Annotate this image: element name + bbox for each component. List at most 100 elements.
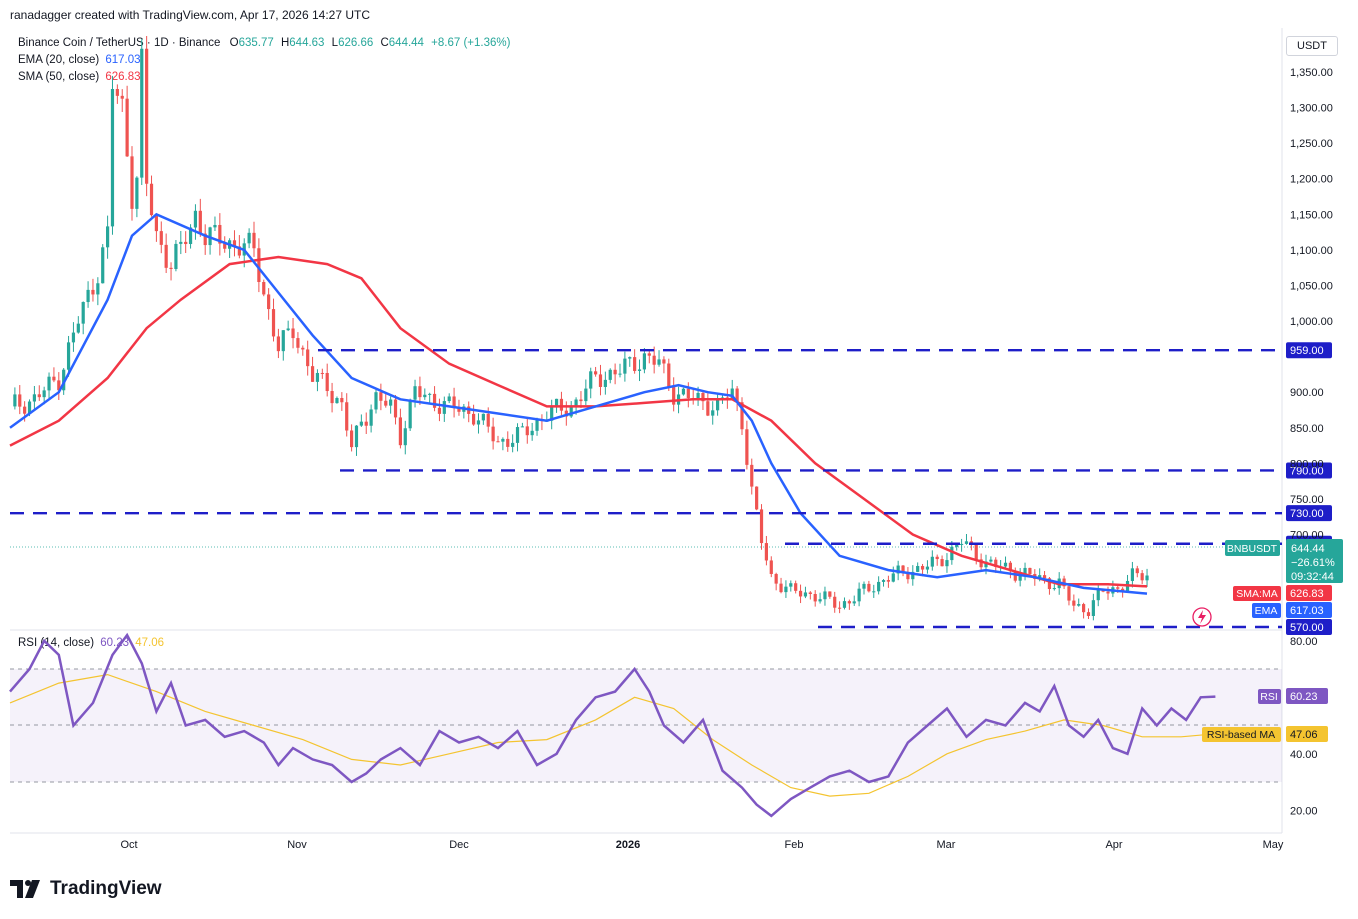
candle-body (1121, 588, 1125, 592)
candle-body (838, 607, 842, 609)
candle-body (974, 543, 978, 560)
candle-body (911, 571, 915, 580)
candle-body (345, 402, 349, 431)
candle-body (789, 583, 793, 587)
candle-body (247, 232, 251, 244)
candle-body (964, 541, 969, 544)
candle-body (872, 591, 876, 593)
currency-selector[interactable]: USDT (1286, 36, 1338, 56)
level-label-570: 570.00 (1290, 622, 1324, 634)
candle-body (618, 373, 622, 375)
candle-body (1135, 568, 1139, 574)
tradingview-logo[interactable]: TradingView (10, 878, 162, 900)
candle-body (501, 438, 505, 442)
candle-body (62, 369, 66, 391)
candle-body (794, 583, 798, 591)
candle-body (286, 328, 290, 331)
rsi-ma-badge-value: 47.06 (1290, 729, 1318, 741)
candle-body (842, 601, 847, 608)
candle-body (984, 561, 988, 568)
candle-body (833, 596, 837, 608)
candle-body (740, 402, 744, 430)
candle-body (198, 210, 202, 234)
candle-body (145, 48, 149, 184)
candle-body (945, 560, 949, 567)
ema-badge-tag: EMA (1255, 605, 1278, 617)
high-label: H (280, 37, 290, 49)
rsi-ma-line (9, 673, 1216, 797)
sma-badge: SMA:MA 626.83 (1233, 585, 1332, 601)
candle-body (589, 371, 593, 389)
candle-body (1018, 574, 1022, 581)
candle-body (633, 357, 637, 371)
candle-body (335, 397, 339, 404)
candle-body (428, 393, 432, 395)
candle-body (1096, 589, 1100, 601)
rsi-tick-label: 80.00 (1290, 636, 1318, 648)
level-badge-570 (1286, 619, 1332, 635)
candle-body (32, 394, 36, 402)
candle-body (23, 406, 27, 414)
ema-badge: EMA 617.03 (1252, 602, 1332, 618)
time-tick-label: Mar (937, 839, 956, 851)
candle-body (559, 398, 564, 411)
rsi-ma-badge: RSI-based MA 47.06 (1202, 726, 1328, 742)
time-tick-label: 2026 (616, 839, 640, 851)
candle-body (374, 392, 378, 410)
rsi-ma-badge-tag: RSI-based MA (1207, 729, 1275, 741)
candle-body (315, 372, 320, 382)
candle-body (389, 399, 393, 406)
alert-icon[interactable] (1192, 607, 1212, 627)
candle-body (1052, 588, 1056, 590)
candle-body (823, 591, 827, 600)
candle-body (764, 543, 768, 561)
candle-body (310, 366, 315, 382)
candle-body (955, 544, 959, 547)
candle-body (86, 289, 90, 303)
candle-body (642, 353, 646, 370)
candle-body (1116, 587, 1120, 589)
time-tick-label: May (1263, 839, 1284, 851)
candle-body (101, 247, 105, 284)
sma-legend-value: 626.83 (105, 71, 141, 83)
candle-body (1067, 586, 1071, 601)
candle-body (13, 394, 17, 407)
candle-body (657, 359, 661, 365)
open-value: 635.77 (238, 37, 274, 49)
change-value: +8.67 (+1.36%) (431, 37, 511, 49)
candle-body (1082, 604, 1086, 613)
candle-body (920, 566, 925, 570)
candle-body (52, 376, 56, 381)
time-tick-label: Oct (120, 839, 137, 851)
candle-body (652, 355, 656, 365)
candle-body (716, 398, 720, 411)
time-tick-label: Feb (785, 839, 804, 851)
low-label: L (331, 37, 339, 49)
candle-body (750, 464, 754, 487)
candle-body (66, 342, 71, 370)
ema-badge-value: 617.03 (1290, 605, 1324, 617)
candle-body (711, 410, 715, 416)
candle-body (437, 407, 442, 414)
candle-body (637, 369, 642, 371)
candle-body (1023, 567, 1027, 575)
candle-body (96, 283, 100, 295)
time-tick-label: Apr (1105, 839, 1122, 851)
candle-body (696, 392, 700, 400)
price-tick-label: 1,350.00 (1290, 67, 1333, 79)
rsi-legend: RSI (14, close) 60.23 47.06 (18, 637, 164, 649)
price-tick-label: 1,050.00 (1290, 280, 1333, 292)
rsi-badge-tag: RSI (1260, 691, 1278, 703)
price-axis: 1,350.00 1,300.00 1,250.00 1,200.00 1,150.00… (1290, 67, 1333, 542)
candle-body (174, 243, 178, 270)
candle-body (813, 593, 817, 602)
candle-body (27, 401, 32, 414)
candle-body (525, 426, 529, 436)
rsi-axis: 80.00 40.00 20.00 (1290, 636, 1318, 818)
candle-body (369, 409, 373, 426)
candle-body (623, 358, 627, 374)
candle-body (530, 430, 534, 436)
candle-body (423, 394, 427, 398)
candle-body (81, 302, 85, 324)
